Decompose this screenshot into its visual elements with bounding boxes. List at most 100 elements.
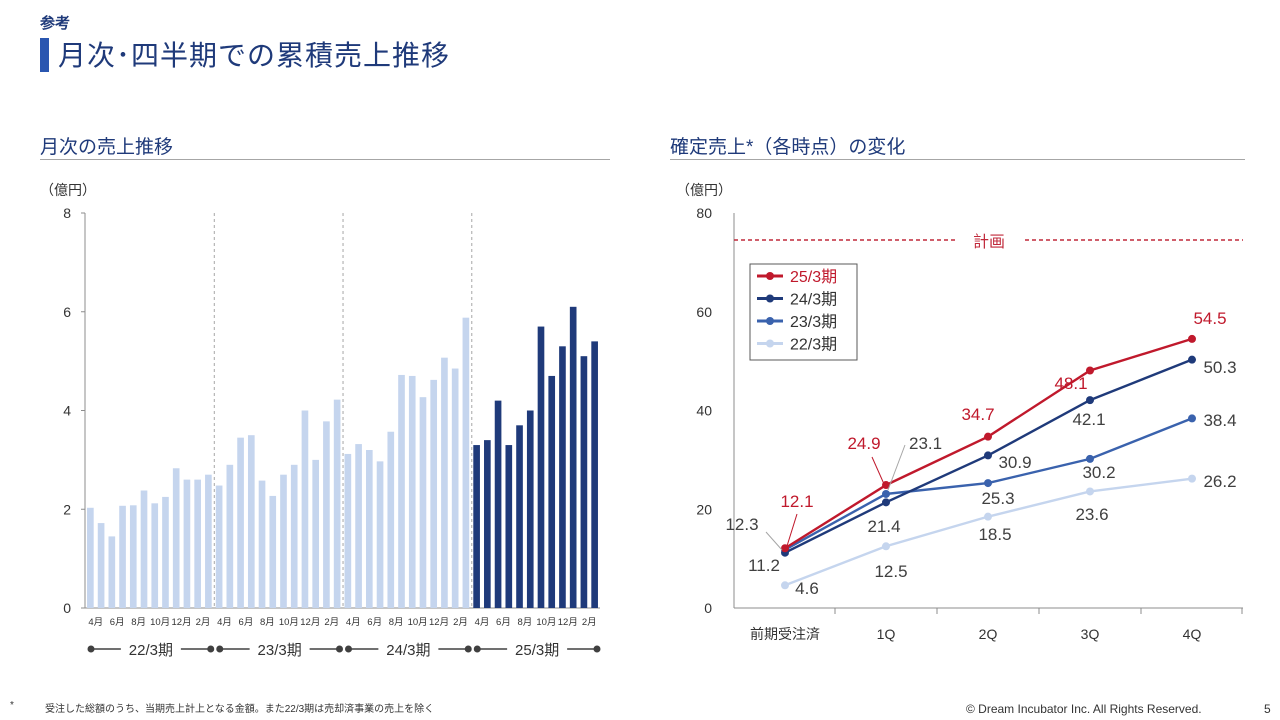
monthly-bar [494,400,502,608]
data-label: 4.6 [795,579,819,598]
monthly-bar [473,445,480,608]
line-x-tick-label: 1Q [877,626,896,642]
monthly-bar [183,479,191,608]
bar-x-tick-label: 2月 [582,617,597,628]
monthly-bar [205,474,212,608]
data-label: 18.5 [978,525,1011,544]
legend-swatch-dot [766,272,774,280]
series-point [1086,454,1094,463]
monthly-bar [280,474,287,608]
monthly-bar [537,326,545,608]
monthly-bar [129,505,137,608]
bar-x-tick-label: 10月 [536,617,556,628]
monthly-bar [526,410,534,608]
monthly-bar [87,507,94,608]
series-point [1188,334,1196,343]
cumulative-title-underline [670,159,1245,160]
monthly-bar [580,356,588,608]
period-bracket-dot [87,645,95,653]
legend-label: 23/3期 [790,313,837,331]
bar-y-tick-label: 0 [63,600,71,616]
line-y-tick-label: 80 [696,205,712,221]
monthly-bar [451,368,459,608]
monthly-bar [194,479,201,608]
line-y-tick-label: 0 [704,600,712,616]
monthly-bar [323,421,330,608]
bar-x-tick-label: 2月 [453,617,468,628]
series-point [1188,414,1196,423]
monthly-bar [97,523,105,608]
monthly-bar [408,375,416,608]
monthly-bar [226,464,234,608]
data-label: 42.1 [1072,410,1105,429]
line-y-tick-label: 20 [696,501,712,517]
bar-x-tick-label: 10月 [408,617,428,628]
data-label: 48.1 [1054,374,1087,393]
monthly-chart-title: 月次の売上推移 [40,137,174,158]
monthly-bar [376,461,384,608]
period-label: 23/3期 [258,642,302,659]
data-label: 30.2 [1082,463,1115,482]
line-x-tick-label: 4Q [1183,626,1202,642]
data-label: 24.9 [847,434,880,453]
series-point [984,512,992,521]
data-label: 54.5 [1193,309,1226,328]
cumulative-chart-title: 確定売上*（各時点）の変化 [670,137,906,158]
monthly-bar [247,435,255,608]
bar-y-tick-label: 4 [63,403,71,419]
monthly-bar [108,536,116,608]
bar-x-tick-label: 8月 [389,617,404,628]
plan-label: 計画 [973,233,1005,251]
data-label-leader [786,513,798,547]
monthly-bar [430,379,438,608]
line-y-tick-label: 40 [696,403,712,419]
monthly-bar [290,464,298,608]
title-accent-bar [40,38,49,72]
series-point [1086,396,1094,405]
series-point [882,542,890,551]
period-bracket-dot [473,645,481,653]
page-number: 5 [1264,702,1271,716]
monthly-bar [559,346,566,608]
legend-swatch-dot [766,339,774,348]
series-point [1188,355,1196,364]
legend-label: 22/3期 [790,336,837,354]
series-point [1086,487,1094,496]
line-y-axis-unit: （億円） [676,182,732,198]
monthly-bar [548,375,556,608]
monthly-bar [505,445,513,608]
bar-x-tick-label: 6月 [239,617,254,628]
period-label: 22/3期 [129,642,173,659]
series-point [882,489,890,498]
monthly-bar [387,431,395,608]
period-bracket-dot [345,645,352,653]
monthly-bar [333,399,341,608]
bar-x-tick-label: 10月 [279,617,299,628]
bar-x-tick-label: 4月 [88,617,103,628]
period-bracket-dot [207,645,215,653]
series-point [1086,366,1094,375]
monthly-bar [591,341,598,608]
data-label: 34.7 [961,405,994,424]
monthly-bar [172,468,180,608]
bar-x-tick-label: 12月 [558,617,578,628]
monthly-bar [140,490,148,608]
monthly-title-underline [40,159,610,160]
bar-x-tick-label: 4月 [217,617,232,628]
data-label: 12.3 [725,515,758,534]
bar-x-tick-label: 8月 [260,617,275,628]
line-x-tick-label: 前期受注済 [750,626,820,642]
data-label-leader [887,444,906,491]
bar-x-tick-label: 6月 [110,617,125,628]
bar-x-tick-label: 2月 [324,617,339,628]
cumulative-sales-line-chart: （億円） 0 20 40 60 80 前期受注済 1Q 2Q 3Q 4Q 計画 12.1 24.9 34.7… [676,182,1243,642]
page-title: 月次･四半期での累積売上推移 [58,40,451,71]
data-label-leader [765,531,783,551]
monthly-bar [344,453,352,608]
period-bracket-dot [216,645,224,653]
bar-y-tick-label: 8 [63,205,71,221]
legend-swatch-dot [766,317,774,325]
series-point [984,432,992,441]
monthly-bar [355,444,362,608]
data-label: 21.4 [867,517,900,536]
